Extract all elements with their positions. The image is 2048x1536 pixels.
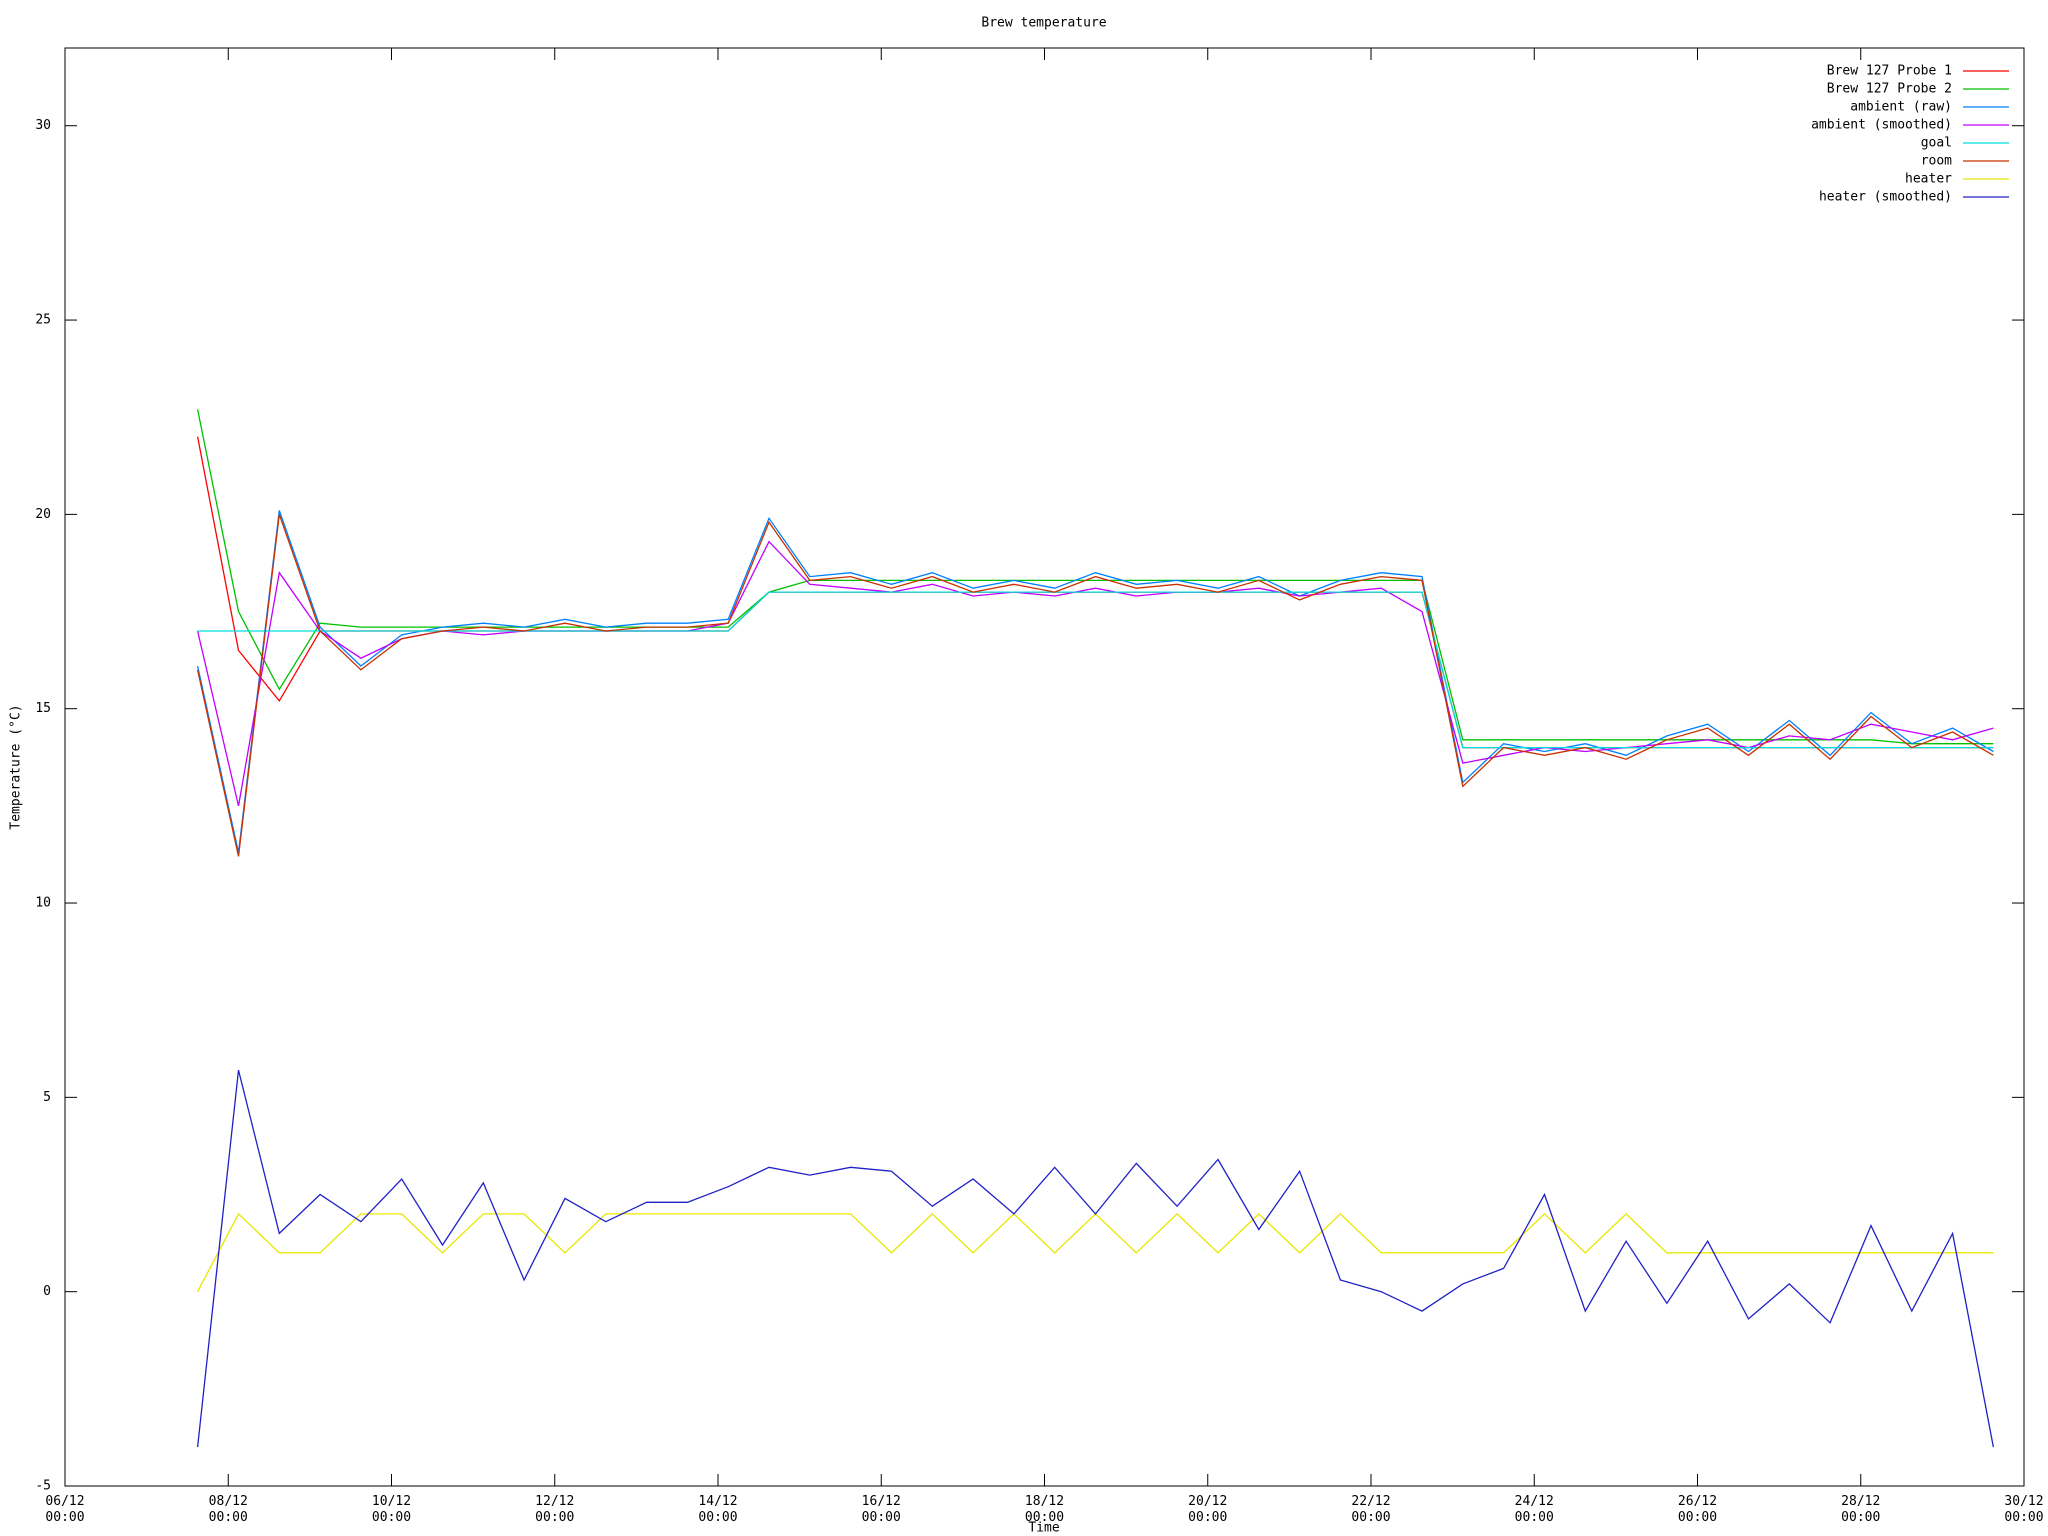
series-line — [196, 514, 1994, 857]
series-line — [196, 510, 1994, 853]
y-tick-label: 0 — [43, 1284, 51, 1299]
x-tick-label: 06/12 00:00 — [45, 1494, 85, 1525]
legend-label: Brew 127 Probe 2 — [1827, 82, 1952, 97]
x-tick-label: 30/12 00:00 — [2004, 1494, 2044, 1525]
legend-label: goal — [1921, 136, 1952, 151]
y-tick-label: 5 — [43, 1090, 51, 1105]
legend-label: ambient (raw) — [1850, 100, 1952, 115]
series-line — [197, 1212, 1994, 1293]
y-axis-label: Temperature (°C) — [9, 704, 24, 829]
x-tick-label: 18/12 00:00 — [1024, 1494, 1065, 1525]
x-tick-label: 14/12 00:00 — [698, 1494, 738, 1525]
y-tick-label: 25 — [35, 313, 51, 328]
legend-label: heater — [1905, 172, 1952, 187]
x-tick-label: 08/12 00:00 — [208, 1494, 248, 1525]
plot-border — [64, 47, 2025, 1487]
x-tick-label: 24/12 00:00 — [1514, 1494, 1554, 1525]
x-tick-label: 16/12 00:00 — [861, 1494, 901, 1525]
y-tick-label: -5 — [35, 1479, 51, 1494]
legend-label: ambient (smoothed) — [1811, 118, 1952, 133]
x-tick-label: 20/12 00:00 — [1188, 1494, 1228, 1525]
series-line — [197, 591, 1994, 749]
x-tick-label: 10/12 00:00 — [371, 1494, 412, 1525]
legend-label: heater (smoothed) — [1819, 190, 1952, 205]
legend-label: room — [1921, 154, 1952, 169]
x-tick-label: 28/12 00:00 — [1841, 1494, 1881, 1525]
x-tick-label: 12/12 00:00 — [535, 1494, 575, 1525]
chart-title: Brew temperature — [981, 16, 1106, 31]
x-tick-label: 22/12 00:00 — [1351, 1494, 1391, 1525]
y-tick-label: 15 — [35, 701, 51, 716]
series-line — [196, 409, 1994, 745]
x-tick-label: 26/12 00:00 — [1677, 1494, 1718, 1525]
legend-label: Brew 127 Probe 1 — [1827, 64, 1952, 79]
y-tick-label: 30 — [35, 118, 51, 133]
y-tick-label: 20 — [35, 507, 51, 522]
x-axis-label: Time — [1028, 1521, 1059, 1536]
series-line — [196, 540, 1994, 807]
series-line — [196, 1069, 1995, 1448]
y-tick-label: 10 — [35, 896, 51, 911]
